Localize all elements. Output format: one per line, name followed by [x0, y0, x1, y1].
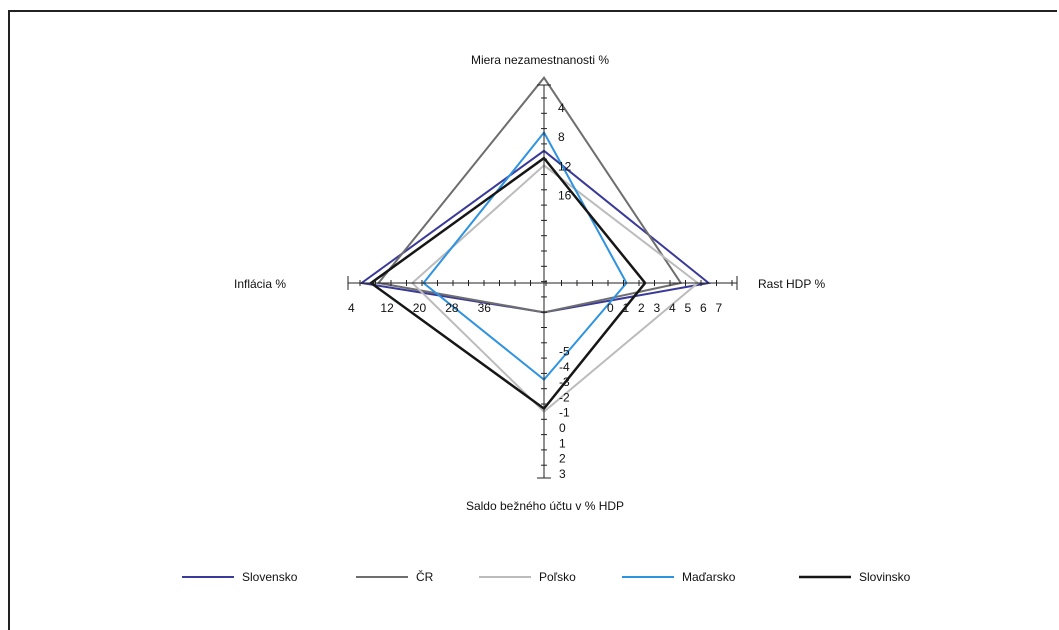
series-layer [359, 76, 711, 414]
axis-label-left: Inflácia % [234, 277, 286, 291]
tick-label-top: 16 [558, 189, 572, 203]
tick-label-right: 5 [685, 301, 692, 315]
tick-label-bottom: -2 [559, 390, 570, 404]
axis-label-bottom: Saldo bežného účtu v % HDP [466, 499, 624, 513]
tick-label-bottom: -3 [559, 375, 570, 389]
legend-label: Maďarsko [682, 570, 736, 584]
tick-label-top: 12 [558, 159, 572, 173]
tick-label-bottom: 1 [559, 436, 566, 450]
legend-label: Slovinsko [859, 570, 911, 584]
legend-label: Slovensko [242, 570, 298, 584]
series--r [376, 76, 683, 314]
tick-label-left: 12 [380, 301, 394, 315]
axis-label-right: Rast HDP % [758, 277, 825, 291]
tick-label-left: 28 [445, 301, 459, 315]
tick-label-left: 4 [348, 301, 355, 315]
tick-label-bottom: -1 [559, 406, 570, 420]
tick-label-top: 4 [558, 101, 565, 115]
tick-label-bottom: 0 [559, 421, 566, 435]
tick-label-left: 36 [478, 301, 492, 315]
tick-label-right: 2 [638, 301, 645, 315]
axes-layer [347, 84, 738, 479]
tick-label-right: 4 [669, 301, 676, 315]
legend-label: Poľsko [539, 570, 576, 584]
tick-label-bottom: 2 [559, 452, 566, 466]
tick-label-right: 7 [716, 301, 723, 315]
legend-label: ČR [416, 569, 434, 584]
tick-label-right: 0 [607, 301, 614, 315]
tick-label-bottom: 3 [559, 467, 566, 481]
tick-label-right: 3 [654, 301, 661, 315]
tick-label-bottom: -5 [559, 345, 570, 359]
tick-label-top: 8 [558, 130, 565, 144]
tick-label-right: 6 [700, 301, 707, 315]
tick-label-right: 1 [623, 301, 630, 315]
legend: Slovensko ČR Poľsko Maďarsko Slovinsko [182, 569, 911, 584]
tick-label-left: 20 [413, 301, 427, 315]
chart-frame [8, 10, 1057, 630]
axis-label-top: Miera nezamestnanosti % [471, 53, 609, 67]
tick-label-bottom: -4 [559, 360, 570, 374]
